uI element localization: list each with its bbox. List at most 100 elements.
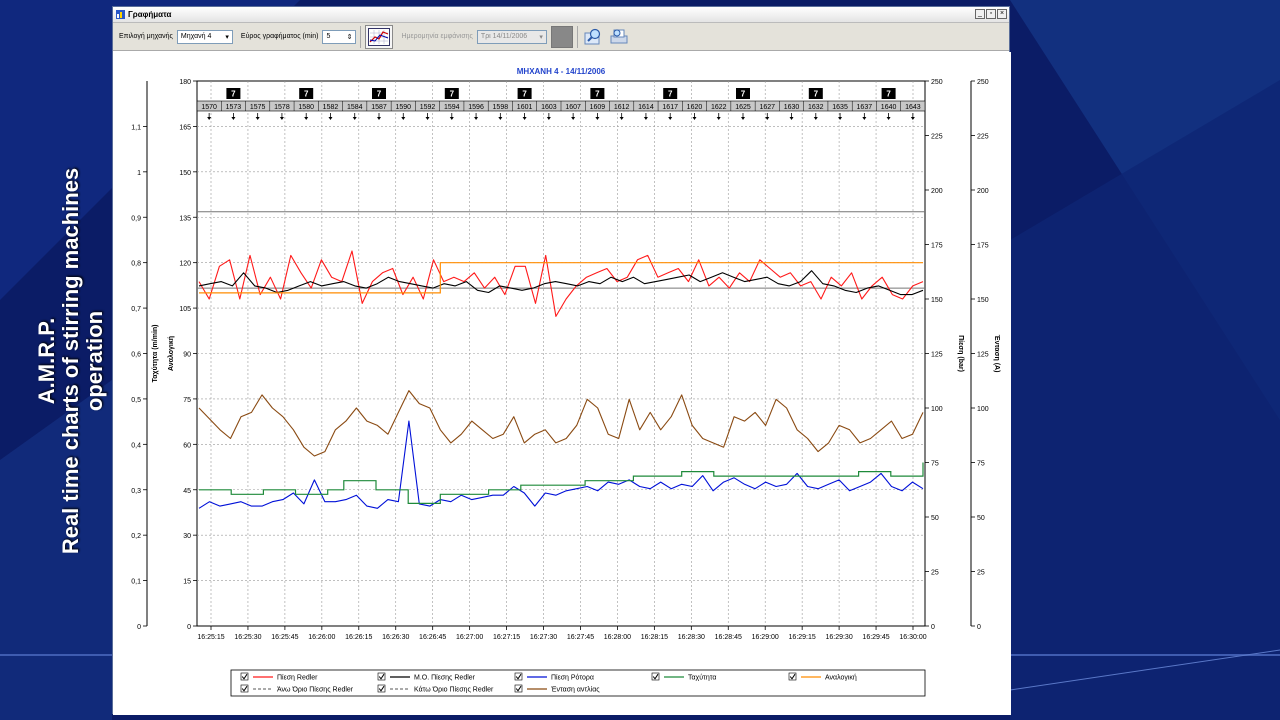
x-tick-label: 16:29:15 — [789, 634, 816, 641]
marker-label: 1609 — [590, 104, 606, 111]
marker-label: 1635 — [832, 104, 848, 111]
toolbar-separator — [576, 25, 578, 48]
chart-app-icon — [116, 10, 125, 19]
series-line-Αναλογική — [199, 262, 923, 294]
y-tick-label-analog: 90 — [183, 352, 191, 359]
marker-arrow-head — [401, 117, 406, 120]
y-tick-label-current: 0 — [977, 624, 981, 631]
y-tick-label-speed: 0,2 — [131, 533, 141, 540]
marker-arrow-head — [328, 117, 333, 120]
y-tick-label-speed: 0,8 — [131, 261, 141, 268]
marker-flag — [372, 88, 386, 99]
series-line-Ένταση αντλίας — [198, 390, 924, 457]
analog-axis-label: Αναλογική — [167, 336, 175, 371]
legend-checkbox — [240, 684, 249, 693]
legend-check-icon — [378, 673, 385, 680]
marker-arrow-head — [425, 117, 430, 120]
marker-label: 1643 — [905, 104, 921, 111]
marker-label: 1594 — [444, 104, 460, 111]
history-button[interactable] — [550, 25, 573, 48]
y-tick-label-current: 150 — [977, 297, 989, 304]
marker-label: 1632 — [808, 104, 824, 111]
y-tick-label-pressure: 0 — [931, 624, 935, 631]
x-tick-label: 16:30:00 — [899, 634, 926, 641]
marker-label: 1603 — [541, 104, 557, 111]
y-tick-label-current: 200 — [977, 188, 989, 195]
y-tick-label-pressure: 150 — [931, 297, 943, 304]
window-title: Γραφήματα — [128, 10, 172, 19]
legend-checkbox — [514, 672, 523, 681]
marker-arrow-head — [546, 117, 551, 120]
legend-checkbox — [514, 684, 523, 693]
marker-label: 1598 — [493, 104, 509, 111]
zoom-in-button[interactable] — [582, 26, 604, 48]
marker-label: 1582 — [323, 104, 339, 111]
x-tick-label: 16:28:45 — [715, 634, 742, 641]
marker-arrow-head — [765, 117, 770, 120]
spinner-arrows-icon[interactable]: ⇕ — [346, 33, 353, 41]
y-tick-label-speed: 0,5 — [131, 397, 141, 404]
legend-checkbox — [240, 672, 249, 681]
machine-select[interactable]: Μηχανή 4 ▾ — [176, 29, 233, 44]
marker-label: 1627 — [759, 104, 775, 111]
legend-check-icon — [378, 685, 385, 692]
x-tick-label: 16:29:00 — [752, 634, 779, 641]
marker-arrow-head — [207, 117, 212, 120]
y-tick-label-pressure: 250 — [931, 79, 943, 86]
chevron-down-icon: ▾ — [539, 33, 543, 41]
chart-title: ΜΗΧΑΝΗ 4 - 14/11/2006 — [517, 67, 606, 76]
chart-area: ΜΗΧΑΝΗ 4 - 14/11/2006 0 15 30 45 60 75 90 105 12… — [113, 52, 1011, 715]
marker-label: 1640 — [881, 104, 897, 111]
y-tick-label-analog: 120 — [179, 261, 191, 268]
legend-label: Ταχύτητα — [688, 674, 716, 682]
y-tick-label-pressure: 175 — [931, 243, 943, 250]
print-preview-icon — [610, 29, 628, 43]
y-tick-label-analog: 30 — [183, 533, 191, 540]
close-button[interactable]: × — [997, 9, 1007, 19]
y-tick-label-current: 125 — [977, 352, 989, 359]
marker-label: 1607 — [565, 104, 581, 111]
marker-flag-label: 7 — [668, 90, 673, 99]
marker-flag — [590, 88, 605, 99]
live-chart-button[interactable] — [365, 24, 394, 49]
legend-label: Μ.Ο. Πίεσης Redler — [414, 674, 476, 682]
side-caption: A.M.R.P. Real time charts of stirring ma… — [34, 101, 107, 621]
minimize-button[interactable]: _ — [975, 9, 985, 19]
marker-arrow-head — [595, 117, 600, 120]
legend-label: Πίεση Ρότορα — [551, 674, 594, 682]
legend-check-icon — [652, 673, 659, 680]
marker-label: 1573 — [226, 104, 242, 111]
range-spinner[interactable]: 5 ⇕ — [322, 29, 357, 44]
current-axis-label: Ένταση (A) — [993, 335, 1000, 373]
y-tick-label-current: 250 — [977, 79, 989, 86]
y-tick-label-current: 75 — [977, 461, 985, 468]
title-bar[interactable]: Γραφήματα _ ▫ × — [113, 7, 1009, 23]
y-tick-label-analog: 60 — [183, 442, 191, 449]
y-tick-label-pressure: 100 — [931, 406, 943, 413]
chart-svg: ΜΗΧΑΝΗ 4 - 14/11/2006 015304560759010512… — [113, 52, 1011, 715]
chevron-down-icon: ▾ — [225, 33, 229, 41]
maximize-button[interactable]: ▫ — [986, 9, 996, 19]
y-tick-label-current: 225 — [977, 134, 989, 141]
marker-label: 1596 — [468, 104, 484, 111]
marker-flag — [881, 88, 896, 99]
marker-label: 1625 — [735, 104, 751, 111]
date-picker[interactable]: Τρι 14/11/2006 ▾ — [476, 29, 547, 44]
toolbar: Επιλογή μηχανής Μηχανή 4 ▾ Εύρος γραφήμα… — [113, 23, 1009, 51]
marker-arrow-head — [692, 117, 697, 120]
legend-label: Κάτω Όριο Πίεσης Redler — [414, 686, 494, 694]
legend-check-icon — [515, 685, 522, 692]
y-tick-label-speed: 0 — [137, 624, 141, 631]
x-tick-label: 16:26:45 — [419, 634, 446, 641]
marker-label: 1612 — [614, 104, 630, 111]
marker-flag — [299, 88, 314, 99]
marker-arrow-head — [352, 117, 357, 120]
marker-label: 1575 — [250, 104, 266, 111]
print-preview-button[interactable] — [608, 26, 630, 48]
marker-arrow-head — [910, 117, 915, 120]
y-tick-label-current: 100 — [977, 406, 989, 413]
marker-arrow-head — [789, 117, 794, 120]
marker-flag-label: 7 — [522, 90, 527, 99]
marker-arrow-head — [498, 117, 503, 120]
marker-arrow-head — [231, 117, 236, 120]
